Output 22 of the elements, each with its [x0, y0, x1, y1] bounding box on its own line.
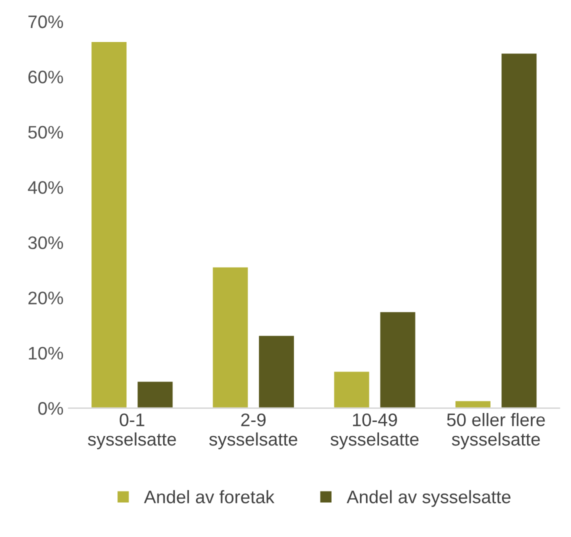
- y-tick-label: 40%: [28, 181, 64, 194]
- y-tick-label: 50%: [28, 126, 64, 139]
- y-tick-label: 60%: [28, 70, 64, 84]
- y-tick-label: 0%: [38, 402, 64, 415]
- bar: [378, 310, 417, 408]
- y-tick-label: 20%: [28, 292, 64, 304]
- legend-label: Andel av sysselsatte: [346, 490, 510, 507]
- bar: [454, 400, 492, 408]
- y-tick-label: 10%: [28, 346, 64, 360]
- y-tick-label: 70%: [28, 15, 64, 28]
- bar: [258, 334, 296, 408]
- bar: [136, 380, 174, 408]
- y-tick-label: 30%: [28, 236, 64, 250]
- bar: [211, 266, 250, 408]
- bar: [500, 52, 538, 408]
- bar: [90, 40, 128, 408]
- legend-label: Andel av foretak: [144, 490, 274, 504]
- x-tick-label: 10-49 sysselsatte: [330, 413, 419, 450]
- x-tick-label: 0-1 sysselsatte: [88, 413, 176, 450]
- bar: [332, 370, 371, 408]
- x-tick-label: 50 eller flere sysselsatte: [447, 412, 545, 450]
- x-tick-label: 2-9 sysselsatte: [209, 413, 298, 450]
